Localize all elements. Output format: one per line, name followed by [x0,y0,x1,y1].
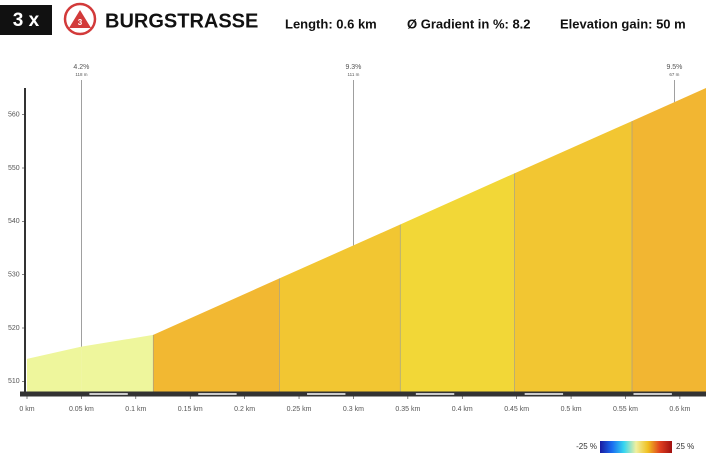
y-tick-label: 530 [8,272,20,279]
x-tick-label: 0.3 km [343,406,364,413]
title: BURGSTRASSE [105,10,258,32]
y-tick-label: 520 [8,325,20,332]
annotation-sublabel: 67 m [669,72,679,77]
y-tick-label: 510 [8,378,20,385]
icon-mountain [69,10,91,28]
profile-segment [514,121,633,393]
color-scale [600,441,672,453]
y-tick-label: 540 [8,218,20,225]
profile-segment [632,88,706,392]
annotation-label: 9.3% [345,64,361,71]
y-tick-label: 550 [8,165,20,172]
icon-number: 3 [78,18,83,27]
x-tick-label: 0.55 km [613,406,638,413]
profile-segment [279,224,401,392]
x-tick-label: 0.6 km [669,406,690,413]
x-tick-label: 0.5 km [561,406,582,413]
x-tick-label: 0.05 km [69,406,94,413]
gradient: Ø Gradient in %: 8.2 [407,16,531,31]
profile-segment [81,334,154,392]
annotation-label: 9.5% [666,64,682,71]
profile-segment [153,278,280,392]
badge-box [0,5,52,35]
badge: 3 x [13,10,40,31]
scale-max: 25 % [676,442,694,451]
x-tick-label: 0.45 km [504,406,529,413]
profile-segment [27,346,82,392]
x-tick-label: 0.1 km [125,406,146,413]
annotation-label: 4.2% [73,64,89,71]
annotation-sublabel: 118 m [75,72,87,77]
annotation-sublabel: 111 m [348,72,360,77]
x-tick-label: 0.15 km [178,406,203,413]
elevation: Elevation gain: 50 m [560,16,686,31]
x-tick-label: 0.2 km [234,406,255,413]
x-tick-label: 0.35 km [395,406,420,413]
profile-segment [400,173,515,392]
scale-min: -25 % [576,442,597,451]
y-tick-label: 560 [8,112,20,119]
x-tick-label: 0.4 km [452,406,473,413]
x-tick-label: 0 km [19,406,34,413]
length: Length: 0.6 km [285,16,377,31]
x-tick-label: 0.25 km [287,406,312,413]
